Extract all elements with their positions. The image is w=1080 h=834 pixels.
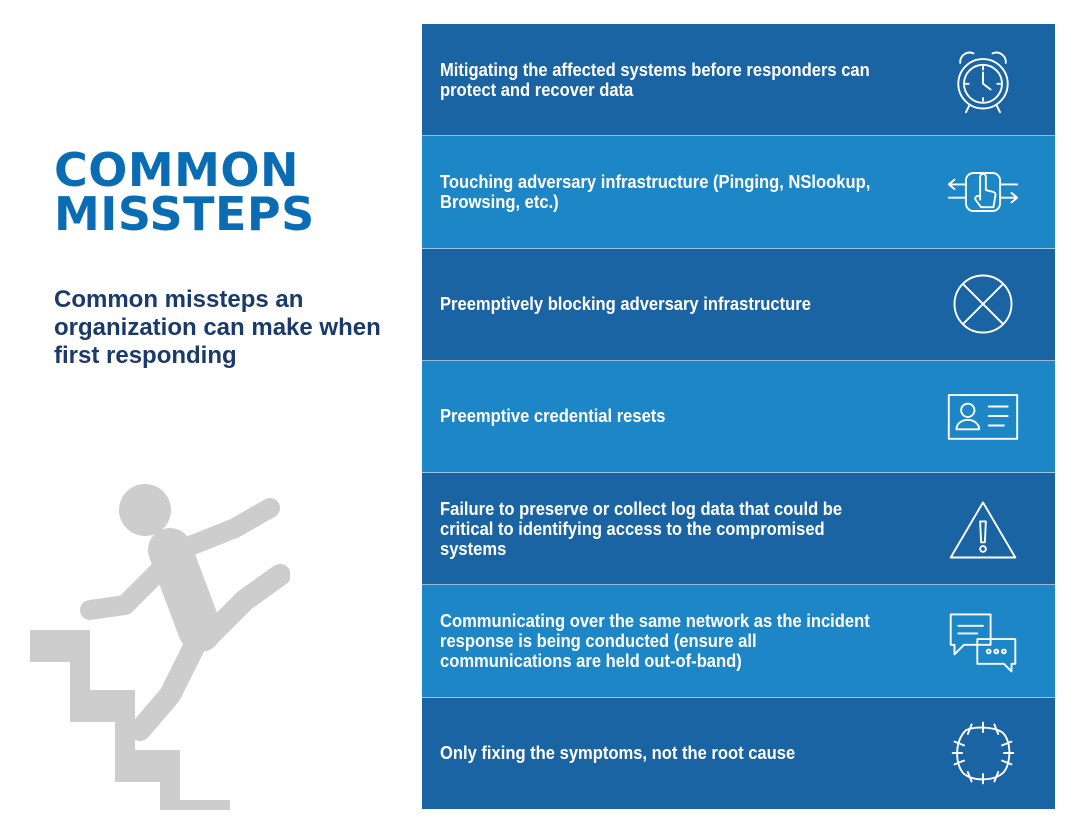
page-title: COMMON MISSTEPS [54, 143, 315, 241]
head-shape [119, 484, 171, 536]
chat-bubbles-icon [943, 601, 1023, 681]
left-column: COMMON MISSTEPS Common missteps an organ… [0, 0, 420, 834]
misstep-row: Preemptive credential resets [422, 360, 1055, 474]
misstep-row: Failure to preserve or collect log data … [422, 473, 1055, 586]
title-line-1: COMMON [54, 143, 300, 197]
warning-triangle-icon [943, 489, 1023, 569]
subtitle: Common missteps an organization can make… [54, 286, 381, 369]
body-shape [80, 498, 290, 741]
misstep-row: Only fixing the symptoms, not the root c… [422, 697, 1055, 809]
misstep-text: Failure to preserve or collect log data … [440, 498, 843, 559]
stairs-shape [30, 630, 230, 810]
misstep-text: Preemptive credential resets [440, 406, 666, 427]
patched-hole-icon [943, 713, 1023, 793]
misstep-text: Mitigating the affected systems before r… [440, 59, 870, 100]
title-line-2: MISSTEPS [54, 187, 315, 241]
misstep-row: Preemptively blocking adversary infrastr… [422, 248, 1055, 361]
misstep-text: Communicating over the same network as t… [440, 611, 870, 672]
misstep-row: Touching adversary infrastructure (Pingi… [422, 136, 1055, 249]
misstep-text: Touching adversary infrastructure (Pingi… [440, 171, 871, 212]
misstep-text: Preemptively blocking adversary infrastr… [440, 294, 811, 315]
touch-pointer-icon [943, 152, 1023, 232]
misstep-row: Mitigating the affected systems before r… [422, 24, 1055, 137]
blocked-circle-icon [943, 264, 1023, 344]
falling-person-illustration [30, 484, 290, 810]
misstep-row: Communicating over the same network as t… [422, 585, 1055, 698]
misstep-text: Only fixing the symptoms, not the root c… [440, 743, 796, 764]
missteps-panel: Mitigating the affected systems before r… [422, 24, 1055, 809]
alarm-clock-icon [943, 40, 1023, 120]
id-card-icon [943, 376, 1023, 456]
